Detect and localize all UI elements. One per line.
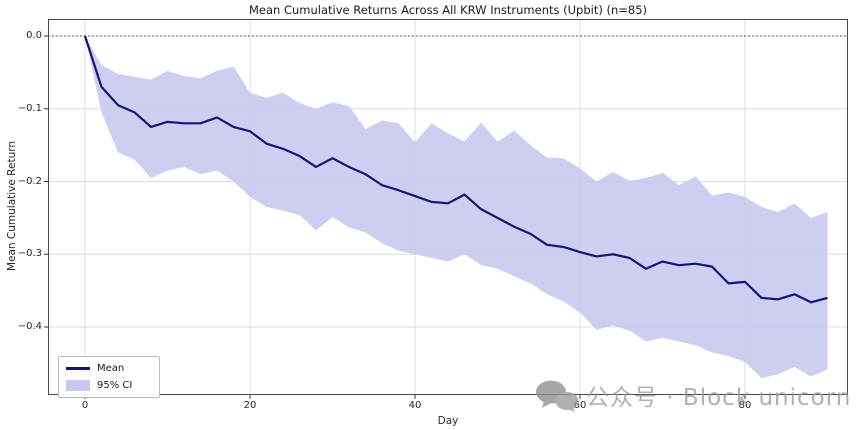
y-tick-label: 0.0 bbox=[26, 30, 42, 41]
ci-band bbox=[85, 36, 828, 378]
legend-ci-label: 95% CI bbox=[97, 380, 133, 391]
plot-area bbox=[44, 19, 848, 399]
x-tick-label: 60 bbox=[573, 400, 587, 411]
x-tick-label: 20 bbox=[243, 400, 257, 411]
y-tick-label: −0.3 bbox=[17, 248, 42, 260]
mean-line-swatch bbox=[66, 367, 90, 370]
legend-row-ci: 95% CI bbox=[66, 378, 152, 393]
plot-border bbox=[48, 19, 848, 395]
x-tick-label: 80 bbox=[738, 400, 752, 411]
ci-patch-swatch bbox=[66, 380, 90, 391]
mean-line bbox=[83, 35, 828, 304]
y-tick-label: −0.2 bbox=[17, 175, 42, 187]
legend-mean-label: Mean bbox=[97, 363, 125, 374]
chart-title: Mean Cumulative Returns Across All KRW I… bbox=[248, 3, 648, 17]
x-axis-label: Day bbox=[437, 415, 459, 427]
x-tick-label: 40 bbox=[408, 400, 422, 411]
y-tick-label: −0.4 bbox=[17, 321, 42, 332]
legend: Mean 95% CI bbox=[58, 356, 160, 398]
y-axis-label: Mean Cumulative Return bbox=[6, 140, 18, 272]
legend-row-mean: Mean bbox=[66, 361, 152, 376]
x-tick-label: 0 bbox=[81, 400, 89, 411]
y-tick-label: −0.1 bbox=[17, 102, 42, 114]
